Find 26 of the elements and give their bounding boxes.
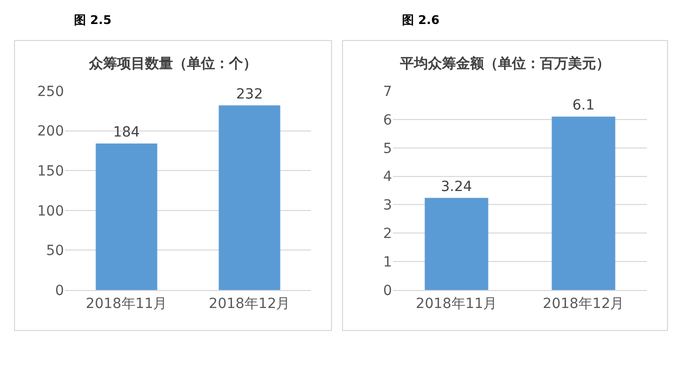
x-tick-label: 2018年11月	[86, 296, 168, 312]
y-tick-label: 250	[37, 84, 64, 100]
data-label: 232	[236, 86, 263, 102]
y-tick-label: 0	[383, 282, 392, 299]
y-tick-label: 4	[383, 169, 392, 186]
y-tick-label: 3	[383, 198, 392, 214]
data-label: 184	[113, 124, 140, 141]
x-tick-label: 2018年12月	[208, 296, 290, 312]
y-tick-label: 5	[383, 140, 392, 157]
chart-title: 平均众筹金额（单位：百万美元）	[399, 55, 610, 72]
caption: 图 2.6	[402, 12, 440, 29]
y-tick-label: 50	[46, 243, 64, 260]
y-tick-label: 2	[383, 226, 392, 242]
caption: 图 2.5	[74, 12, 112, 29]
data-label: 3.24	[440, 178, 472, 195]
y-tick-label: 1	[383, 254, 392, 270]
chart-title: 众筹项目数量（单位：个）	[88, 56, 257, 72]
y-tick-label: 200	[37, 124, 64, 140]
x-tick-label: 2018年11月	[416, 296, 498, 312]
y-tick-label: 150	[37, 164, 64, 180]
data-label: 6.1	[572, 98, 595, 114]
x-tick-label: 2018年12月	[542, 296, 624, 312]
y-tick-label: 7	[383, 84, 392, 100]
y-tick-label: 100	[37, 203, 64, 220]
y-tick-label: 0	[55, 282, 64, 299]
y-tick-label: 6	[383, 112, 392, 128]
